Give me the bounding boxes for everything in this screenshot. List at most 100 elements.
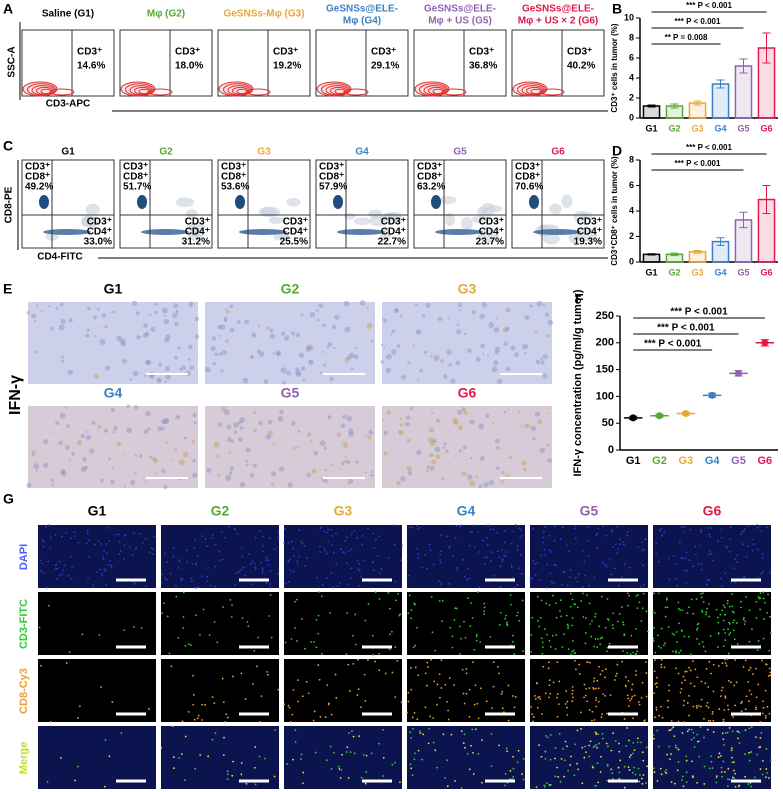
cell <box>641 681 644 684</box>
cell <box>591 620 593 622</box>
texture <box>105 365 111 371</box>
cell <box>408 594 411 597</box>
cell <box>360 776 363 779</box>
cell <box>695 598 698 600</box>
cell <box>496 665 499 668</box>
quadrant-percent: 22.7% <box>378 237 406 248</box>
cell <box>767 777 770 779</box>
cell <box>538 744 540 747</box>
cell <box>464 636 467 639</box>
cell <box>761 571 764 573</box>
cell <box>499 565 502 567</box>
cell <box>612 612 615 615</box>
fluorescence-image <box>653 525 771 588</box>
cell <box>724 572 727 575</box>
cell <box>246 620 249 623</box>
cell <box>551 594 554 597</box>
cell <box>54 567 57 570</box>
cell <box>409 526 411 529</box>
cell <box>444 683 447 686</box>
cell <box>354 613 357 616</box>
cell <box>761 773 764 776</box>
cell <box>513 586 516 589</box>
cell <box>757 595 760 598</box>
cell <box>631 695 634 698</box>
cell <box>416 547 419 550</box>
cell <box>407 700 410 703</box>
cell <box>512 767 515 770</box>
texture <box>426 465 430 469</box>
fluorescence-image <box>161 525 279 588</box>
cell <box>756 649 759 652</box>
texture <box>229 466 234 471</box>
cell <box>681 609 684 612</box>
cell <box>455 524 458 527</box>
cell <box>624 676 627 678</box>
cell <box>668 689 671 692</box>
texture <box>330 463 334 467</box>
cell <box>211 738 214 741</box>
contour <box>49 88 75 96</box>
cell <box>324 549 327 552</box>
cell <box>538 625 541 628</box>
texture <box>390 333 393 336</box>
cell <box>611 624 614 626</box>
cell <box>277 536 280 539</box>
cell <box>606 764 609 767</box>
cell <box>680 630 683 632</box>
texture <box>461 471 467 477</box>
cell <box>521 599 524 602</box>
cell <box>483 602 485 605</box>
cell <box>363 673 366 676</box>
cell <box>337 765 340 768</box>
cell <box>300 540 303 543</box>
cell <box>747 783 750 785</box>
cell <box>195 586 197 589</box>
cell <box>740 606 742 609</box>
cell <box>644 661 647 663</box>
contour <box>147 88 173 96</box>
cell <box>283 703 286 706</box>
cell <box>234 584 237 586</box>
cell <box>668 578 671 581</box>
cell <box>601 561 604 564</box>
cell <box>104 739 107 741</box>
texture <box>216 454 220 458</box>
cell <box>605 650 608 653</box>
texture <box>495 445 501 451</box>
cell <box>754 736 757 739</box>
quadrant-percent: 70.6% <box>515 182 543 193</box>
cell <box>364 619 367 622</box>
cell <box>577 768 580 771</box>
cell <box>576 762 579 765</box>
cell <box>719 755 722 757</box>
texture <box>429 465 435 471</box>
cell <box>731 761 734 764</box>
cell <box>667 557 670 560</box>
texture <box>55 420 59 424</box>
cell <box>601 669 604 672</box>
quadrant-label: CD8⁺ <box>319 172 344 183</box>
cell <box>594 784 597 787</box>
cell <box>641 607 644 610</box>
cell <box>394 580 397 583</box>
cell <box>487 524 489 527</box>
cell <box>661 716 664 719</box>
cell <box>748 751 750 754</box>
cell <box>298 529 300 532</box>
cell <box>653 771 656 773</box>
cell <box>77 765 79 768</box>
cell <box>596 646 599 649</box>
cell <box>546 736 549 739</box>
contour <box>441 88 467 96</box>
cell <box>292 758 294 761</box>
cell <box>596 679 599 682</box>
group-header: G5 <box>453 147 467 158</box>
quadrant-label: CD4⁺ <box>283 227 308 238</box>
cell <box>708 602 710 605</box>
cell <box>475 635 478 638</box>
cell <box>211 696 214 699</box>
cell <box>42 571 45 574</box>
cell <box>509 594 512 597</box>
cell <box>692 731 695 734</box>
